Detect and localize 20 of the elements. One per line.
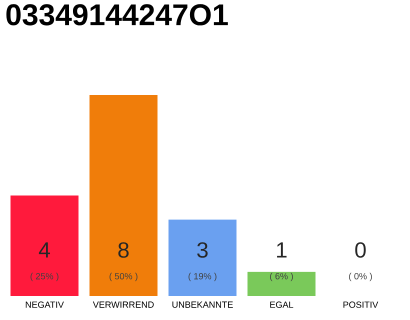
chart-title: 03349144247O1 (6, 4, 228, 26)
x-tick-label: NEGATIV (26, 302, 64, 308)
data-label: ( 25% ) (30, 272, 58, 282)
x-tick-label: EGAL (270, 302, 294, 308)
bar (168, 220, 236, 296)
x-tick-label: POSITIV (343, 302, 378, 308)
bar (10, 195, 79, 296)
data-label: ( 50% ) (110, 272, 138, 282)
annotation: 3 (197, 242, 208, 258)
data-label: ( 6% ) (270, 272, 293, 282)
bar (90, 94, 158, 296)
annotation: 4 (38, 242, 50, 258)
annotation: 0 (355, 242, 366, 258)
data-label: ( 0% ) (349, 272, 372, 282)
x-tick-label: VERWIRREND (92, 302, 154, 308)
x-tick-label: UNBEKANNTE (172, 302, 233, 308)
data-label: ( 19% ) (188, 272, 216, 282)
bar (247, 272, 316, 296)
annotation: 8 (118, 242, 129, 258)
annotation: 1 (277, 242, 287, 258)
